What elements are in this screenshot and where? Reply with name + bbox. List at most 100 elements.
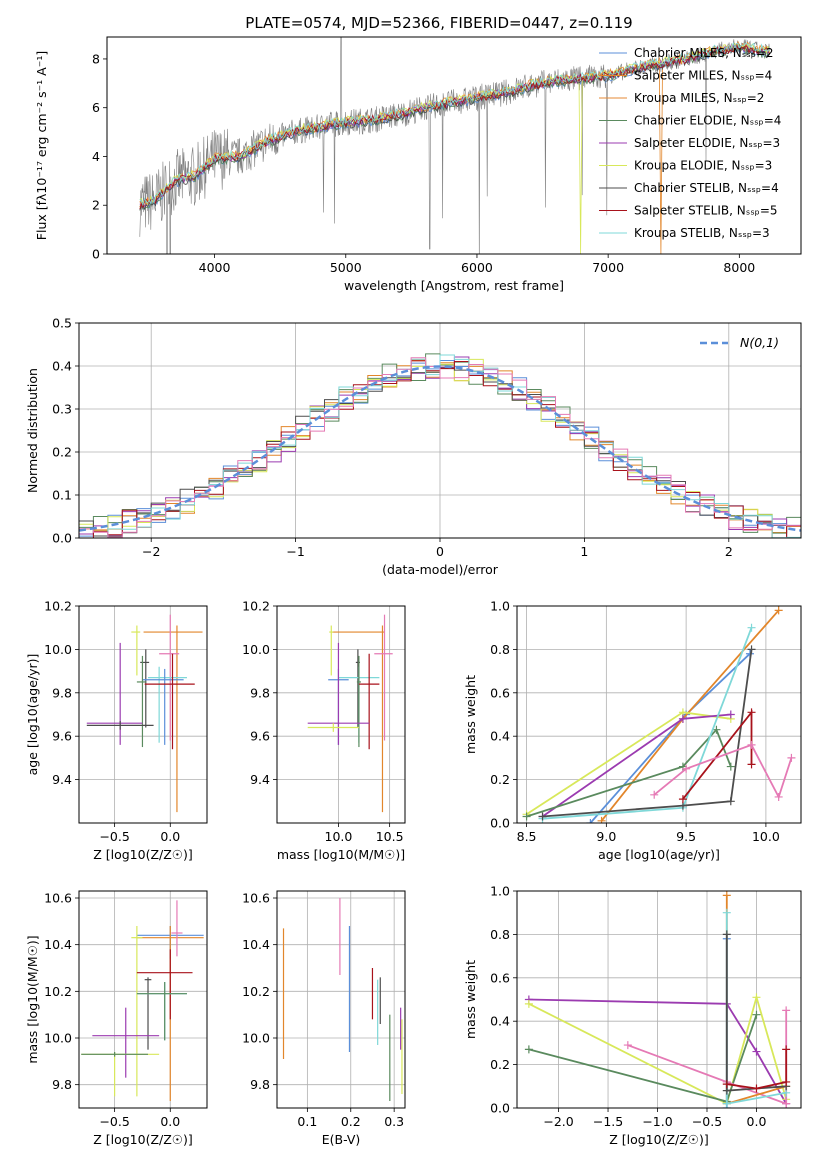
model-line-kroupa_elodie bbox=[139, 42, 770, 254]
series-line-chabrier_miles bbox=[589, 653, 751, 823]
plot-area bbox=[522, 606, 796, 823]
y-tick-label: 0.4 bbox=[490, 1014, 510, 1029]
y-tick-label: 9.6 bbox=[250, 729, 270, 744]
x-axis-label: wavelength [Angstrom, rest frame] bbox=[344, 278, 564, 293]
x-tick-label: 2 bbox=[725, 544, 733, 559]
x-tick-label: −2 bbox=[142, 544, 160, 559]
y-tick-label: 9.4 bbox=[250, 772, 270, 787]
y-tick-label: 1.0 bbox=[490, 884, 510, 899]
panel-mass_vs_Z: −0.5 0.0 9.8 10.0 10.2 10.4 10.6 Z [log10(Z/Z☉)… bbox=[25, 890, 208, 1147]
series-marker-pink bbox=[782, 1099, 791, 1108]
plot-area bbox=[86, 614, 203, 813]
y-tick-label: 0.2 bbox=[52, 445, 72, 460]
y-axis-label: mass weight bbox=[463, 675, 478, 754]
y-tick-label: 2 bbox=[92, 198, 100, 213]
legend-entry: Chabrier MILES, Nₛₛₚ=2 bbox=[634, 46, 774, 60]
series-marker-salpeter_miles bbox=[774, 606, 783, 615]
panel-age_vs_Z: −0.5 0.0 9.4 9.6 9.8 10.0 10.2 Z [log10(Z/Z☉)] a… bbox=[25, 599, 208, 862]
x-axis-label: Z [log10(Z/Z☉)] bbox=[609, 1132, 709, 1147]
series-marker-chabrier_stelib bbox=[747, 645, 756, 654]
series-line-salpeter_elodie bbox=[528, 998, 787, 1105]
y-tick-label: 9.4 bbox=[52, 772, 72, 787]
histogram-pink bbox=[79, 357, 801, 538]
series-marker-salpeter_stelib bbox=[678, 795, 687, 804]
model-line-kroupa_stelib bbox=[139, 41, 770, 207]
y-tick-label: 9.8 bbox=[250, 1077, 270, 1092]
y-tick-label: 0.3 bbox=[52, 402, 72, 417]
y-tick-label: 10.6 bbox=[44, 891, 72, 906]
y-tick-label: 9.8 bbox=[52, 685, 72, 700]
panel-weight_vs_age: 8.5 9.0 9.5 10.0 0.0 0.2 0.4 0.6 0.8 1.0 age [log1… bbox=[463, 599, 802, 862]
y-tick-label: 0.2 bbox=[490, 1057, 510, 1072]
y-tick-label: 1.0 bbox=[490, 599, 510, 614]
series-marker-pink bbox=[787, 753, 796, 762]
y-tick-label: 10.6 bbox=[242, 891, 270, 906]
legend-entry: Kroupa ELODIE, Nₛₛₚ=3 bbox=[634, 159, 772, 173]
series-marker-salpeter_elodie bbox=[752, 1047, 761, 1056]
y-tick-label: 4 bbox=[92, 149, 100, 164]
y-axis-label: Normed distribution bbox=[25, 368, 40, 493]
legend: N(0,1) bbox=[700, 335, 779, 350]
x-axis-label: E(B-V) bbox=[322, 1132, 361, 1147]
y-tick-label: 10.2 bbox=[242, 984, 270, 999]
series-marker-chabrier_elodie bbox=[752, 1010, 761, 1019]
y-axis-label: age [log10(age/yr)] bbox=[25, 654, 40, 776]
y-tick-label: 10.0 bbox=[242, 642, 270, 657]
series-marker-salpeter_elodie bbox=[678, 714, 687, 723]
y-tick-label: 8 bbox=[92, 51, 100, 66]
series-marker-chabrier_miles bbox=[586, 819, 595, 823]
x-tick-label: 0.0 bbox=[747, 1114, 767, 1129]
x-tick-label: 8000 bbox=[723, 260, 755, 275]
legend-entry: Salpeter STELIB, Nₛₛₚ=5 bbox=[634, 204, 778, 218]
y-tick-label: 0.5 bbox=[52, 316, 72, 331]
legend-entry: Chabrier STELIB, Nₛₛₚ=4 bbox=[634, 181, 779, 195]
y-tick-label: 0.0 bbox=[490, 816, 510, 831]
legend: Chabrier MILES, Nₛₛₚ=2 Salpeter MILES, Nₛ… bbox=[599, 46, 781, 240]
x-tick-label: 0.0 bbox=[160, 829, 180, 844]
series-marker-kroupa_elodie bbox=[524, 999, 533, 1008]
x-tick-label: −0.5 bbox=[99, 829, 129, 844]
x-tick-label: −2.0 bbox=[543, 1114, 573, 1129]
series-marker-salpeter_miles bbox=[722, 891, 731, 900]
series-marker-chabrier_stelib bbox=[722, 930, 731, 939]
series-marker-chabrier_elodie bbox=[524, 1045, 533, 1054]
y-tick-label: 9.8 bbox=[250, 685, 270, 700]
panel-spectrum: Chabrier MILES, Nₛₛₚ=2 Salpeter MILES, Nₛ… bbox=[34, 14, 802, 293]
normal-curve bbox=[79, 365, 801, 532]
axes-frame bbox=[78, 605, 208, 824]
series-marker-salpeter_stelib bbox=[782, 1045, 791, 1054]
series-marker-salpeter_stelib bbox=[752, 1084, 761, 1093]
series-marker-pink bbox=[650, 790, 659, 799]
legend-entry: Salpeter ELODIE, Nₛₛₚ=3 bbox=[634, 136, 780, 150]
axes-frame bbox=[276, 890, 406, 1109]
plot-area bbox=[81, 900, 204, 1101]
y-axis-label: mass [log10(M/M☉)] bbox=[25, 935, 40, 1063]
x-tick-label: 6000 bbox=[461, 260, 493, 275]
series-marker-salpeter_stelib bbox=[782, 1077, 791, 1086]
series-line-salpeter_stelib bbox=[726, 1049, 788, 1090]
series-marker-kroupa_stelib bbox=[722, 908, 731, 917]
series-marker-salpeter_stelib bbox=[747, 708, 756, 717]
axes-frame bbox=[516, 605, 802, 824]
y-tick-label: 0.8 bbox=[490, 927, 510, 942]
legend-entry: Chabrier ELODIE, Nₛₛₚ=4 bbox=[634, 114, 781, 128]
x-tick-label: 4000 bbox=[199, 260, 231, 275]
x-tick-label: −0.5 bbox=[692, 1114, 722, 1129]
y-tick-label: 0.4 bbox=[490, 729, 510, 744]
series-marker-chabrier_elodie bbox=[726, 762, 735, 771]
plot-area bbox=[524, 891, 791, 1108]
x-tick-label: 9.0 bbox=[596, 829, 616, 844]
x-tick-label: 7000 bbox=[592, 260, 624, 275]
y-tick-label: 10.4 bbox=[44, 937, 72, 952]
y-tick-label: 10.2 bbox=[242, 599, 270, 614]
axes-frame bbox=[276, 605, 406, 824]
series-line-chabrier_stelib bbox=[542, 649, 753, 818]
chart-title: PLATE=0574, MJD=52366, FIBERID=0447, z=0… bbox=[245, 14, 632, 32]
y-tick-label: 10.0 bbox=[44, 1031, 72, 1046]
x-tick-label: −1.0 bbox=[642, 1114, 672, 1129]
series-marker-chabrier_stelib bbox=[726, 797, 735, 806]
series-marker-salpeter_elodie bbox=[726, 710, 735, 719]
series-line-chabrier_elodie bbox=[528, 1014, 758, 1103]
y-tick-label: 0.6 bbox=[490, 685, 510, 700]
plot-area bbox=[307, 614, 393, 813]
